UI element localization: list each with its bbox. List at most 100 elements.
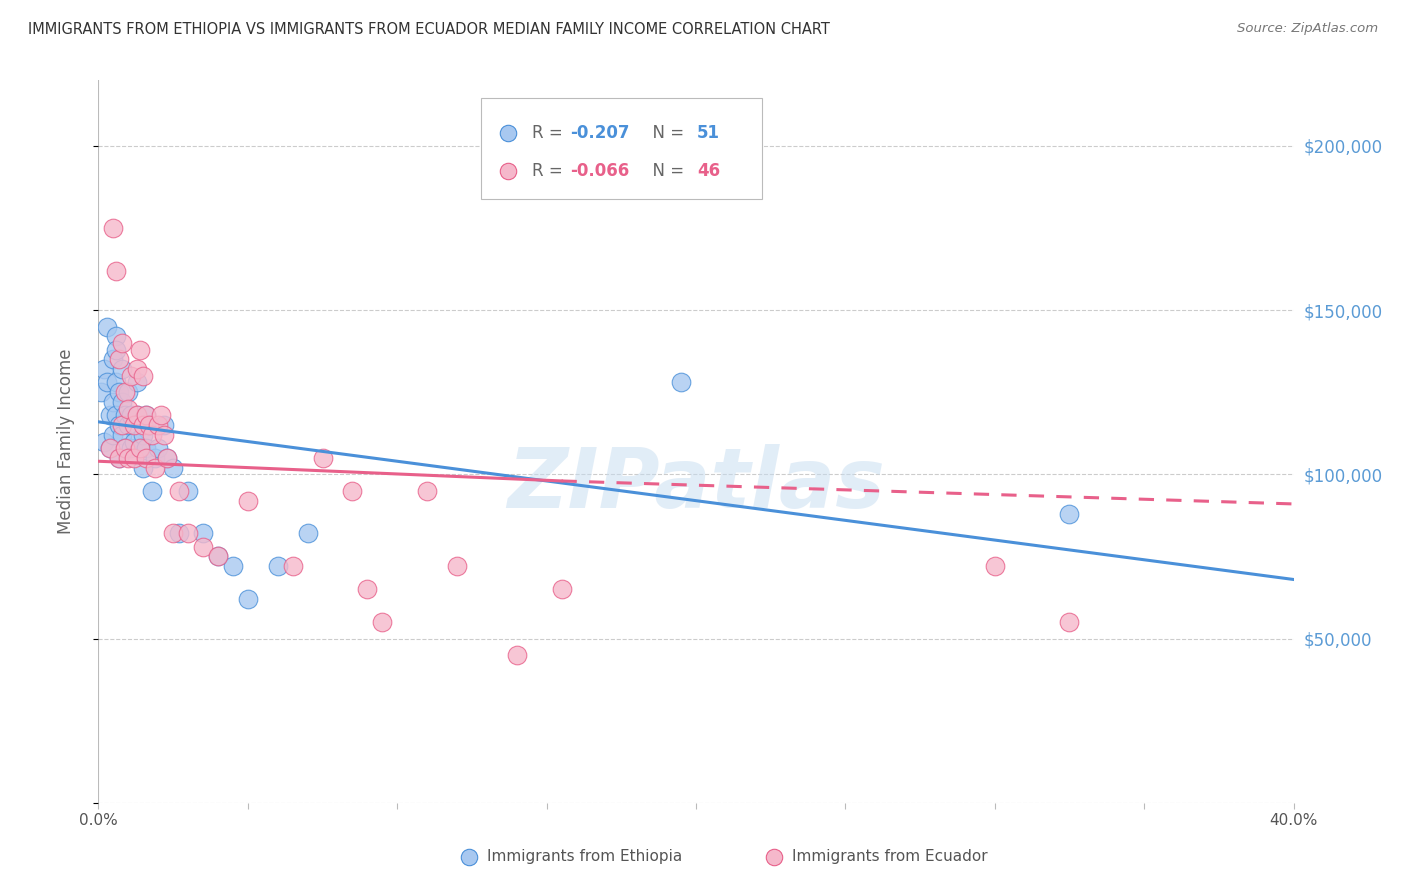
Text: Source: ZipAtlas.com: Source: ZipAtlas.com (1237, 22, 1378, 36)
Point (129, 343, 152, 357)
Point (138, 418, 160, 433)
Point (207, 549, 229, 564)
Point (98, 441, 122, 455)
Point (236, 592, 259, 607)
Point (162, 460, 184, 475)
Point (138, 418, 160, 433)
Point (129, 441, 152, 455)
Point (117, 450, 139, 465)
Point (506, 648, 529, 662)
Text: IMMIGRANTS FROM ETHIOPIA VS IMMIGRANTS FROM ECUADOR MEDIAN FAMILY INCOME CORRELA: IMMIGRANTS FROM ETHIOPIA VS IMMIGRANTS F… (28, 22, 830, 37)
Point (177, 483, 200, 498)
FancyBboxPatch shape (481, 98, 762, 200)
Point (114, 385, 136, 400)
Point (124, 450, 146, 465)
Point (105, 376, 128, 390)
Point (103, 221, 125, 235)
Point (148, 441, 170, 455)
Point (98, 441, 122, 455)
Point (281, 559, 304, 574)
Point (117, 385, 139, 400)
Point (1059, 615, 1081, 630)
Point (108, 450, 131, 465)
Point (105, 409, 128, 423)
Point (114, 441, 136, 455)
Y-axis label: Median Family Income: Median Family Income (56, 349, 75, 534)
Point (111, 418, 134, 433)
Point (156, 450, 179, 465)
Point (98, 409, 122, 423)
Point (297, 526, 319, 541)
Text: R =: R = (533, 161, 568, 179)
Point (93, 434, 115, 449)
Point (669, 376, 692, 390)
Point (108, 418, 131, 433)
Point (141, 428, 163, 442)
Point (132, 368, 155, 383)
Point (416, 483, 439, 498)
Point (103, 352, 125, 367)
Point (150, 409, 173, 423)
Point (127, 376, 149, 390)
Point (120, 409, 142, 423)
Point (135, 409, 157, 423)
Point (117, 418, 139, 433)
Point (153, 418, 176, 433)
Point (132, 418, 155, 433)
Point (135, 441, 157, 455)
Point (222, 559, 245, 574)
Point (167, 483, 190, 498)
Point (117, 401, 139, 416)
Point (103, 428, 125, 442)
Point (132, 428, 155, 442)
Point (550, 582, 572, 597)
Point (103, 395, 125, 409)
Point (1112, 796, 1135, 810)
Point (356, 582, 378, 597)
Point (108, 450, 131, 465)
Text: N =: N = (643, 124, 689, 142)
Point (446, 559, 468, 574)
Text: R =: R = (533, 124, 568, 142)
Point (267, 559, 290, 574)
Text: 51: 51 (697, 124, 720, 142)
Point (141, 483, 163, 498)
Point (143, 460, 166, 475)
Point (111, 336, 134, 351)
Point (108, 352, 131, 367)
Point (236, 493, 259, 508)
Point (207, 549, 229, 564)
Point (105, 329, 128, 343)
Point (127, 409, 149, 423)
Point (96, 319, 118, 334)
Point (371, 615, 394, 630)
Point (148, 418, 170, 433)
Point (143, 450, 166, 465)
Point (120, 368, 142, 383)
Point (93, 362, 115, 376)
Point (132, 460, 155, 475)
Point (984, 559, 1007, 574)
Point (311, 450, 333, 465)
Point (1059, 507, 1081, 521)
Text: ZIPatlas: ZIPatlas (508, 444, 884, 525)
Point (124, 434, 146, 449)
Point (162, 526, 184, 541)
Point (129, 441, 152, 455)
Point (90, 385, 112, 400)
Point (191, 540, 214, 554)
Point (167, 526, 190, 541)
Point (105, 264, 128, 278)
Point (124, 418, 146, 433)
Text: Immigrants from Ecuador: Immigrants from Ecuador (792, 849, 987, 864)
Point (114, 409, 136, 423)
Text: -0.207: -0.207 (571, 124, 630, 142)
Point (135, 450, 157, 465)
Point (111, 428, 134, 442)
Point (127, 362, 149, 376)
Point (156, 450, 179, 465)
Point (105, 343, 128, 357)
Text: Immigrants from Ethiopia: Immigrants from Ethiopia (486, 849, 682, 864)
Text: -0.066: -0.066 (571, 161, 630, 179)
Point (127, 409, 149, 423)
